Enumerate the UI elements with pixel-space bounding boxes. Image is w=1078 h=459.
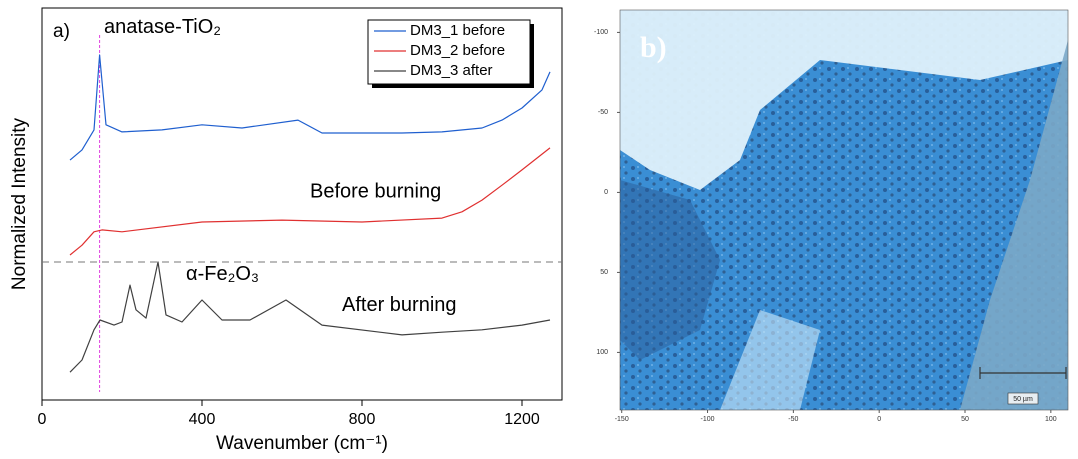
annotation: After burning (342, 294, 457, 316)
y-axis-label: Normalized Intensity (9, 117, 30, 290)
legend: DM3_1 before DM3_2 before DM3_3 after (368, 20, 534, 88)
legend-label: DM3_2 before (410, 42, 505, 59)
micrograph (620, 10, 1068, 410)
panel-label: a) (53, 21, 70, 42)
spectrum-line (70, 262, 550, 372)
x-tick-label: 1200 (504, 411, 540, 428)
x-tick-label: -150 (615, 416, 629, 423)
y-tick-label: -50 (598, 109, 608, 116)
y-tick-label: 50 (600, 269, 608, 276)
legend-label: DM3_1 before (410, 22, 505, 39)
legend-label: DM3_3 after (410, 62, 493, 79)
x-tick-label: 50 (961, 416, 969, 423)
x-tick-label: 100 (1045, 416, 1057, 423)
x-tick-label: -50 (788, 416, 798, 423)
x-tick-label: 0 (877, 416, 881, 423)
scale-bar-label: 50 µm (1013, 396, 1033, 403)
y-tick-label: 100 (596, 349, 608, 356)
x-tick-label: 400 (189, 411, 216, 428)
y-tick-label: -100 (594, 29, 608, 36)
x-tick-label: 800 (349, 411, 376, 428)
y-tick-label: 0 (604, 189, 608, 196)
annotation: α-Fe₂O₃ (186, 263, 259, 285)
x-axis-label: Wavenumber (cm⁻¹) (216, 433, 388, 454)
x-tick-label: 0 (38, 411, 47, 428)
x-tick-label: -100 (701, 416, 715, 423)
annotation: anatase-TiO₂ (104, 16, 221, 38)
annotation: Before burning (310, 181, 441, 203)
panel-label: b) (640, 31, 667, 64)
figure: 50 µm b) a) Wavenumber (cm⁻¹) Normalized… (0, 0, 1078, 459)
